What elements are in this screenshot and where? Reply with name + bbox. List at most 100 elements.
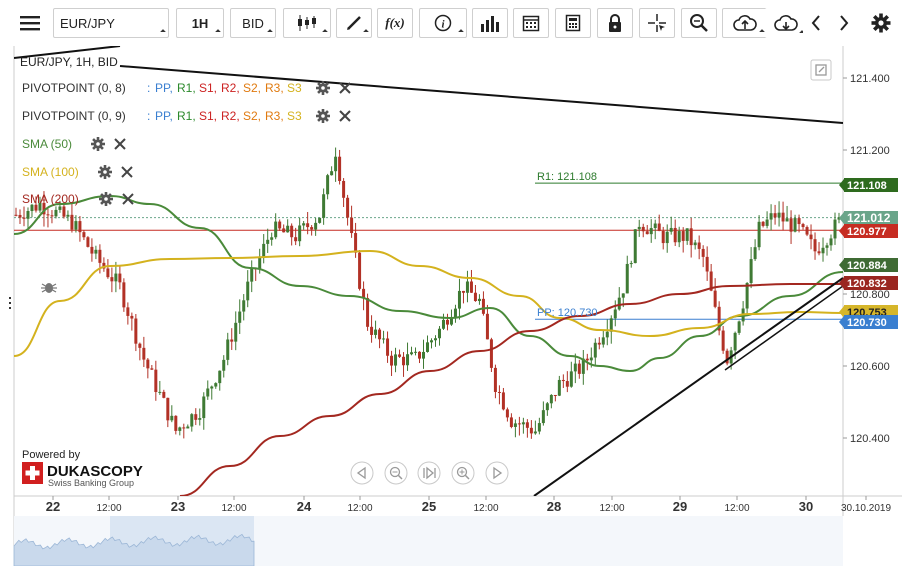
candle-body xyxy=(210,386,214,389)
price-badge-box xyxy=(844,224,898,238)
draw-tool-button[interactable] xyxy=(336,8,372,38)
price-badge-arrow xyxy=(839,179,844,191)
candle-body xyxy=(665,231,669,244)
brand-name: DUKASCOPY xyxy=(47,463,143,480)
indicators-button[interactable]: f(x) xyxy=(377,8,413,38)
candle-body xyxy=(130,315,134,319)
scroll-right-button[interactable] xyxy=(831,8,857,38)
candle-body xyxy=(270,237,274,240)
price-badge: 120.977 xyxy=(839,224,898,238)
nav-zoom-in-button[interactable] xyxy=(451,461,475,485)
nav-forward-button[interactable] xyxy=(485,461,509,485)
indicator-settings-icon[interactable] xyxy=(99,192,113,206)
candle-body xyxy=(190,414,194,427)
info-button[interactable]: i xyxy=(419,8,467,38)
candle-body xyxy=(274,221,278,238)
trendline[interactable] xyxy=(724,285,843,371)
candle-body xyxy=(382,338,386,340)
candle-body xyxy=(653,223,657,229)
candle-body xyxy=(521,422,525,425)
candle-body xyxy=(773,213,777,218)
scroll-left-button[interactable] xyxy=(803,8,829,38)
candle-body xyxy=(781,212,785,222)
candle-body xyxy=(637,226,641,230)
navigator-strip[interactable] xyxy=(13,516,843,566)
caret-icon xyxy=(215,29,221,35)
candle-body xyxy=(657,223,661,232)
candle-body xyxy=(669,227,673,232)
price-badge-label: 121.108 xyxy=(847,180,887,192)
nav-back-button[interactable] xyxy=(350,461,374,485)
candle-body xyxy=(785,218,789,222)
candle-body xyxy=(513,423,517,427)
indicator-settings-icon[interactable] xyxy=(91,137,105,151)
candle-body xyxy=(78,221,82,233)
indicator-settings-icon[interactable] xyxy=(98,165,112,179)
candle-body xyxy=(813,239,817,252)
time-tick-label: 12:00 xyxy=(347,503,372,514)
candle-body xyxy=(214,383,218,387)
candle-body xyxy=(170,415,174,421)
candle-body xyxy=(26,211,30,219)
price-badge-arrow xyxy=(839,212,844,224)
candle-body xyxy=(54,209,58,217)
settings-button[interactable] xyxy=(866,8,896,38)
candle-body xyxy=(593,342,597,358)
maximize-button[interactable] xyxy=(810,59,832,81)
indicator-name: PIVOTPOINT (0, 8) xyxy=(22,81,126,95)
chart-type-button[interactable] xyxy=(283,8,331,38)
sma-50-line xyxy=(14,194,843,373)
indicator-settings-icon[interactable] xyxy=(316,109,330,123)
toolbar: EUR/JPY 1H BID f(x) i xyxy=(0,0,902,47)
price-badge-label: 120.977 xyxy=(847,226,887,238)
candle-body xyxy=(394,354,398,366)
price-chart[interactable]: R1: 121.108 PP: 120.730 121.400 121.200 121… xyxy=(0,46,902,566)
candle-body xyxy=(501,392,505,410)
pivot-level-label: S2, xyxy=(243,109,261,123)
zoom-button[interactable] xyxy=(681,8,717,38)
calendar-button[interactable] xyxy=(513,8,549,38)
candle-body xyxy=(106,268,110,278)
trendline[interactable] xyxy=(533,277,843,496)
interval-select[interactable]: 1H xyxy=(176,8,224,38)
candle-body xyxy=(362,288,366,299)
lock-button[interactable] xyxy=(597,8,633,38)
candle-body xyxy=(222,359,226,371)
candle-body xyxy=(42,202,46,215)
volume-button[interactable] xyxy=(472,8,508,38)
download-button[interactable] xyxy=(765,8,807,38)
upload-button[interactable] xyxy=(722,8,768,38)
left-resize-handle[interactable] xyxy=(9,297,11,309)
caret-icon xyxy=(322,29,328,35)
candle-body xyxy=(202,396,206,419)
bug-icon[interactable] xyxy=(41,283,57,293)
side-select[interactable]: BID xyxy=(230,8,276,38)
svg-text:i: i xyxy=(441,19,445,31)
indicator-name: SMA (200) xyxy=(22,192,79,206)
candle-body xyxy=(126,307,130,316)
candle-body xyxy=(477,298,481,302)
menu-button[interactable] xyxy=(12,8,48,38)
nav-zoom-out-button[interactable] xyxy=(384,461,408,485)
candle-body xyxy=(358,252,362,289)
candle-body xyxy=(685,228,689,241)
candle-body xyxy=(605,331,609,338)
candle-body xyxy=(250,268,254,282)
candle-body xyxy=(30,204,34,212)
candle-body xyxy=(493,367,497,392)
candle-body xyxy=(398,354,402,357)
trendline[interactable] xyxy=(119,65,843,124)
nav-reset-button[interactable] xyxy=(417,461,441,485)
calculator-icon xyxy=(565,14,581,32)
candle-body xyxy=(717,306,721,331)
indicator-settings-icon[interactable] xyxy=(316,81,330,95)
crosshair-button[interactable] xyxy=(639,8,675,38)
symbol-select[interactable]: EUR/JPY xyxy=(53,8,169,38)
price-badge-arrow xyxy=(839,277,844,289)
pivot-line-label: R1: 121.108 xyxy=(537,171,597,183)
trendline[interactable] xyxy=(14,46,121,59)
calculator-button[interactable] xyxy=(555,8,591,38)
candle-body xyxy=(406,354,410,366)
candle-body xyxy=(549,394,553,404)
candle-body xyxy=(218,370,222,384)
